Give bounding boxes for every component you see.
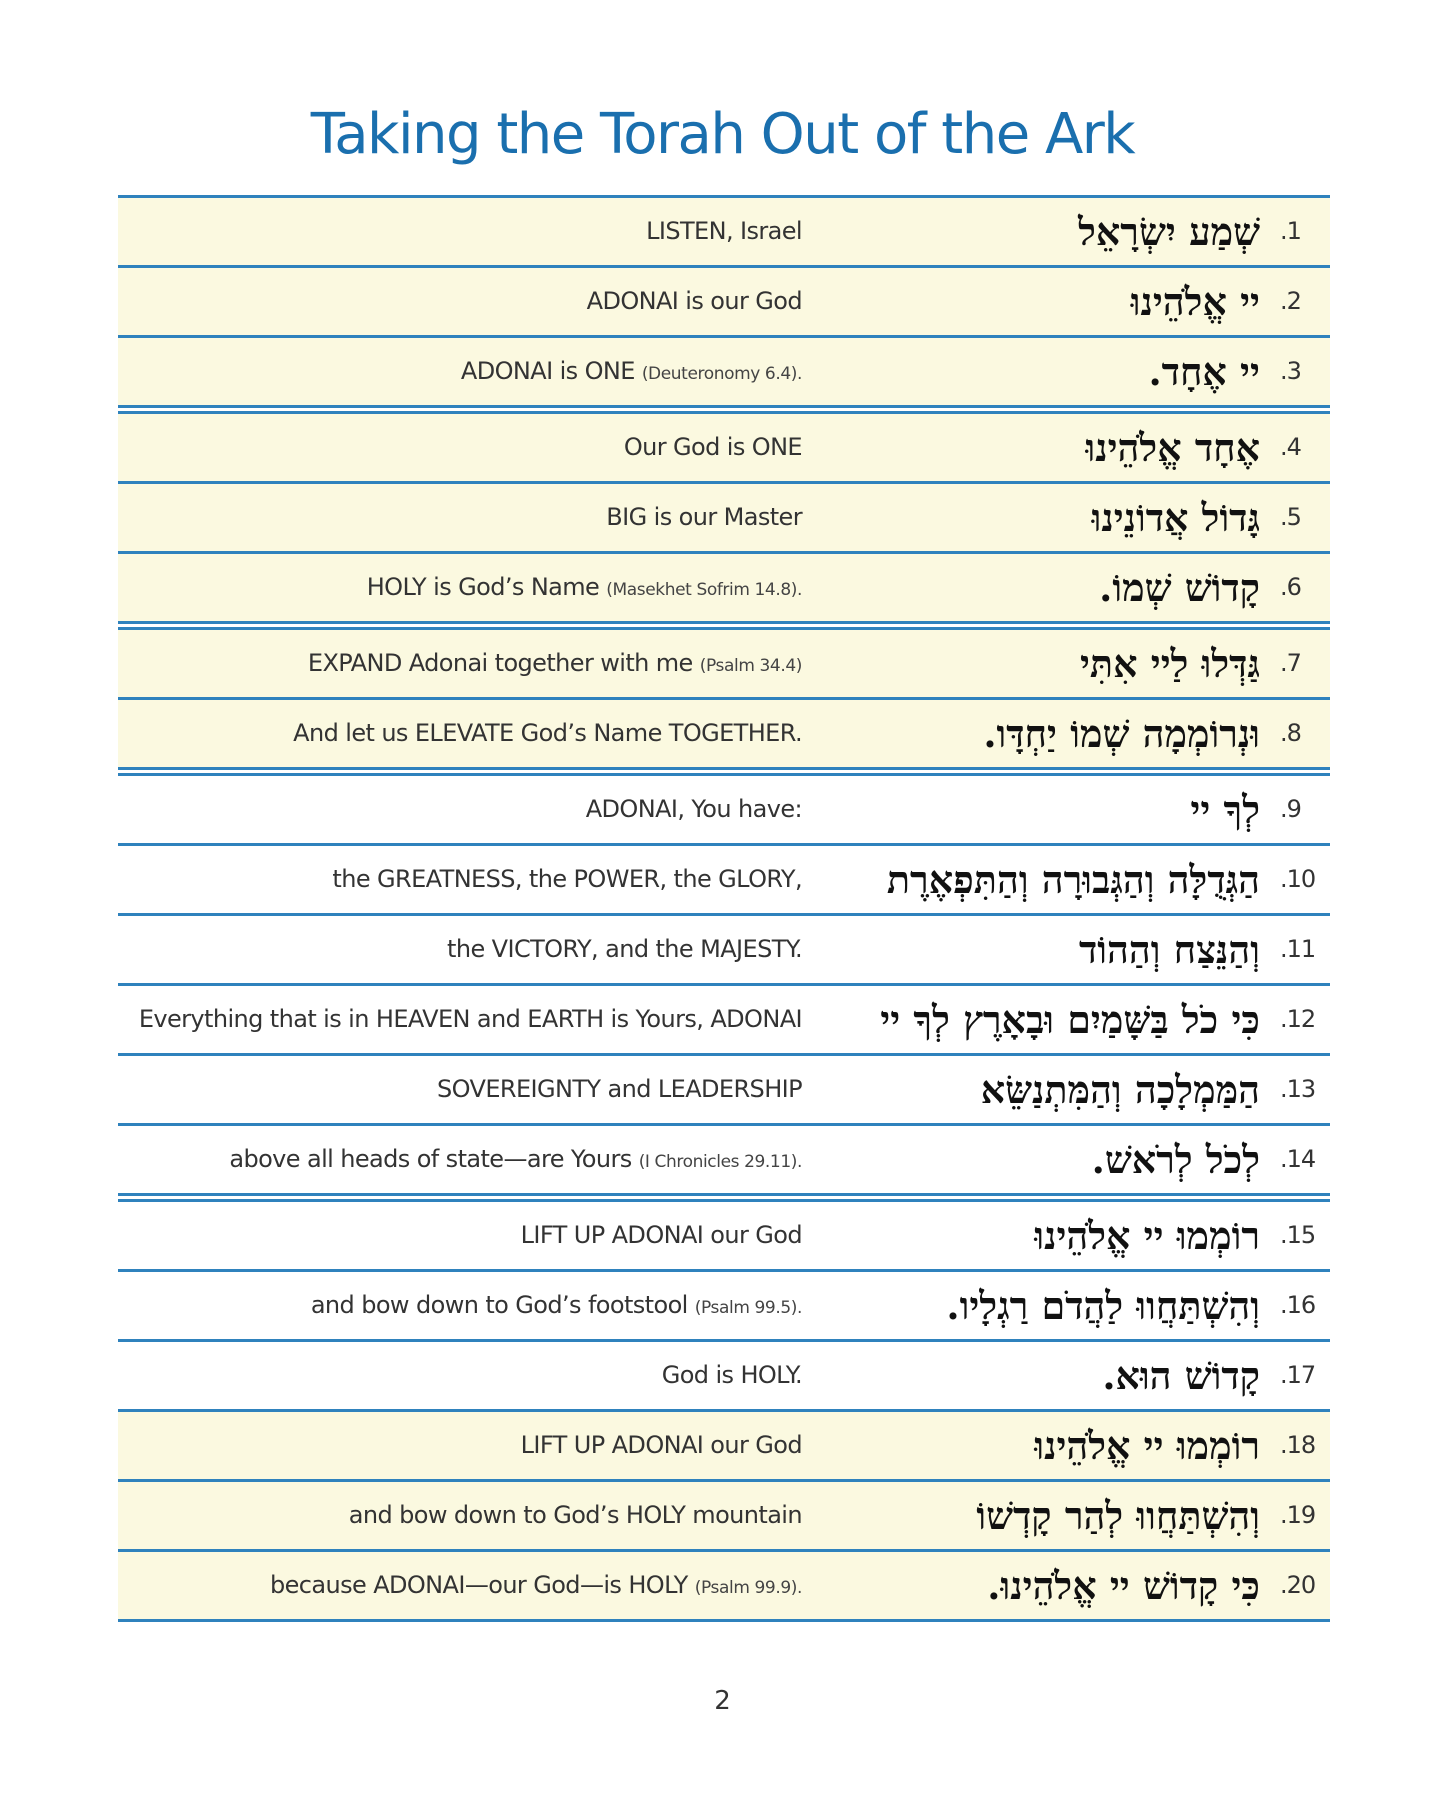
table-row: above all heads of state—are Yours (I Ch… — [118, 1123, 1330, 1193]
english-text: God is HOLY. — [661, 1361, 803, 1389]
line-number: .3 — [1280, 357, 1302, 385]
hebrew-text: לְךָ יי — [1190, 787, 1260, 832]
table-row: BIG is our Master גָּדוֹל אֲדוֹנֵינוּ .5 — [118, 481, 1330, 551]
table-row: God is HOLY. קָדוֹשׁ הוּא. .17 — [118, 1339, 1330, 1409]
hebrew-text: וּנְרוֹמְמָה שְׁמוֹ יַחְדָּו. — [983, 711, 1260, 756]
line-number: .15 — [1280, 1221, 1316, 1249]
english-text: the GREATNESS, the POWER, the GLORY, — [332, 865, 802, 893]
line-number: .1 — [1280, 217, 1302, 245]
line-number: .8 — [1280, 719, 1302, 747]
hebrew-text: כִּי כֹל בַּשָּׁמַיִם וּבָאָרֶץ לְךָ יי — [880, 997, 1260, 1042]
hebrew-text: קָדוֹשׁ הוּא. — [1102, 1353, 1260, 1398]
table-row: EXPAND Adonai together with me (Psalm 34… — [118, 621, 1330, 697]
line-number: .18 — [1280, 1431, 1316, 1459]
hebrew-text: שְׁמַע יִשְׂרָאֵל — [1078, 209, 1260, 254]
table-row: ADONAI is our God יי אֱלֹהֵינוּ .2 — [118, 265, 1330, 335]
english-text: ADONAI is ONE (Deuteronomy 6.4). — [460, 357, 802, 385]
line-number: .9 — [1280, 795, 1302, 823]
table-row: Everything that is in HEAVEN and EARTH i… — [118, 983, 1330, 1053]
hebrew-text: הַמַּמְלָכָה וְהַמִּתְנַשֵּׂא — [980, 1067, 1260, 1112]
line-number: .17 — [1280, 1361, 1316, 1389]
english-text: because ADONAI—our God—is HOLY (Psalm 99… — [269, 1571, 802, 1599]
english-text: LIFT UP ADONAI our God — [520, 1221, 803, 1249]
english-text: LIFT UP ADONAI our God — [520, 1431, 803, 1459]
table-row: SOVEREIGNTY and LEADERSHIP הַמַּמְלָכָה … — [118, 1053, 1330, 1123]
table-row: and bow down to God’s HOLY mountain וְהִ… — [118, 1479, 1330, 1549]
english-text: and bow down to God’s footstool (Psalm 9… — [310, 1291, 803, 1319]
table-row: HOLY is God’s Name (Masekhet Sofrim 14.8… — [118, 551, 1330, 621]
page-number: 2 — [714, 1686, 731, 1716]
table-row: the VICTORY, and the MAJESTY. וְהַנֵּצַח… — [118, 913, 1330, 983]
hebrew-text: הַגְּדֻלָּה וְהַגְּבוּרָה וְהַתִּפְאֶרֶת — [886, 857, 1260, 902]
hebrew-text: גַּדְּלוּ לַיי אִתִּי — [1079, 641, 1260, 686]
line-number: .16 — [1280, 1291, 1316, 1319]
english-text: EXPAND Adonai together with me (Psalm 34… — [307, 649, 802, 677]
hebrew-text: לְכֹל לְרֹאשׁ. — [1091, 1137, 1260, 1182]
page-title: Taking the Torah Out of the Ark — [310, 102, 1136, 167]
line-number: .7 — [1280, 649, 1302, 677]
line-number: .12 — [1280, 1005, 1316, 1033]
table-row: because ADONAI—our God—is HOLY (Psalm 99… — [118, 1549, 1330, 1622]
line-number: .2 — [1280, 287, 1302, 315]
english-text: Our God is ONE — [623, 433, 803, 461]
line-number: .4 — [1280, 433, 1302, 461]
hebrew-text: כִּי קָדוֹשׁ יי אֱלֹהֵינוּ. — [987, 1563, 1260, 1608]
table-row: And let us ELEVATE God’s Name TOGETHER. … — [118, 697, 1330, 767]
hebrew-text: וְהִשְׁתַּחֲווּ לַהֲדֹם רַגְלָיו. — [946, 1283, 1260, 1328]
line-number: .5 — [1280, 503, 1302, 531]
english-text: BIG is our Master — [606, 503, 802, 531]
english-text: ADONAI, You have: — [585, 795, 803, 823]
table-row: ADONAI, You have: לְךָ יי .9 — [118, 767, 1330, 843]
english-text: and bow down to God’s HOLY mountain — [348, 1501, 803, 1529]
table-row: LIFT UP ADONAI our God רוֹמְמוּ יי אֱלֹה… — [118, 1193, 1330, 1269]
hebrew-text: וְהַנֵּצַח וְהַהוֹד — [1078, 927, 1260, 972]
line-number: .14 — [1280, 1145, 1316, 1173]
line-number: .19 — [1280, 1501, 1316, 1529]
line-number: .10 — [1280, 865, 1316, 893]
hebrew-text: וְהִשְׁתַּחֲווּ לְהַר קָדְשׁוֹ — [976, 1493, 1260, 1538]
line-number: .13 — [1280, 1075, 1316, 1103]
hebrew-text: יי אֱלֹהֵינוּ — [1130, 279, 1260, 324]
table-row: LIFT UP ADONAI our God רוֹמְמוּ יי אֱלֹה… — [118, 1409, 1330, 1479]
hebrew-text: רוֹמְמוּ יי אֱלֹהֵינוּ — [1034, 1213, 1260, 1258]
hebrew-text: קָדוֹשׁ שְׁמוֹ. — [1099, 565, 1260, 610]
table-row: LISTEN, Israel שְׁמַע יִשְׂרָאֵל .1 — [118, 195, 1330, 265]
line-number: .20 — [1280, 1571, 1316, 1599]
english-text: Everything that is in HEAVEN and EARTH i… — [138, 1005, 803, 1033]
table-row: ADONAI is ONE (Deuteronomy 6.4). יי אֶחָ… — [118, 335, 1330, 405]
hebrew-text: יי אֶחָד. — [1148, 349, 1260, 394]
prayer-table: LISTEN, Israel שְׁמַע יִשְׂרָאֵל .1 ADON… — [118, 195, 1330, 1622]
table-row: the GREATNESS, the POWER, the GLORY, הַג… — [118, 843, 1330, 913]
line-number: .11 — [1280, 935, 1316, 963]
english-text: And let us ELEVATE God’s Name TOGETHER. — [293, 719, 802, 747]
hebrew-text: גָּדוֹל אֲדוֹנֵינוּ — [1091, 495, 1260, 540]
english-text: ADONAI is our God — [586, 287, 803, 315]
english-text: LISTEN, Israel — [646, 217, 803, 245]
english-text: the VICTORY, and the MAJESTY. — [447, 935, 803, 963]
hebrew-text: אֶחָד אֱלֹהֵינוּ — [1085, 425, 1260, 470]
hebrew-text: רוֹמְמוּ יי אֱלֹהֵינוּ — [1034, 1423, 1260, 1468]
english-text: above all heads of state—are Yours (I Ch… — [229, 1145, 802, 1173]
line-number: .6 — [1280, 573, 1302, 601]
english-text: SOVEREIGNTY and LEADERSHIP — [437, 1075, 803, 1103]
english-text: HOLY is God’s Name (Masekhet Sofrim 14.8… — [366, 573, 803, 601]
table-row: and bow down to God’s footstool (Psalm 9… — [118, 1269, 1330, 1339]
table-row: Our God is ONE אֶחָד אֱלֹהֵינוּ .4 — [118, 405, 1330, 481]
